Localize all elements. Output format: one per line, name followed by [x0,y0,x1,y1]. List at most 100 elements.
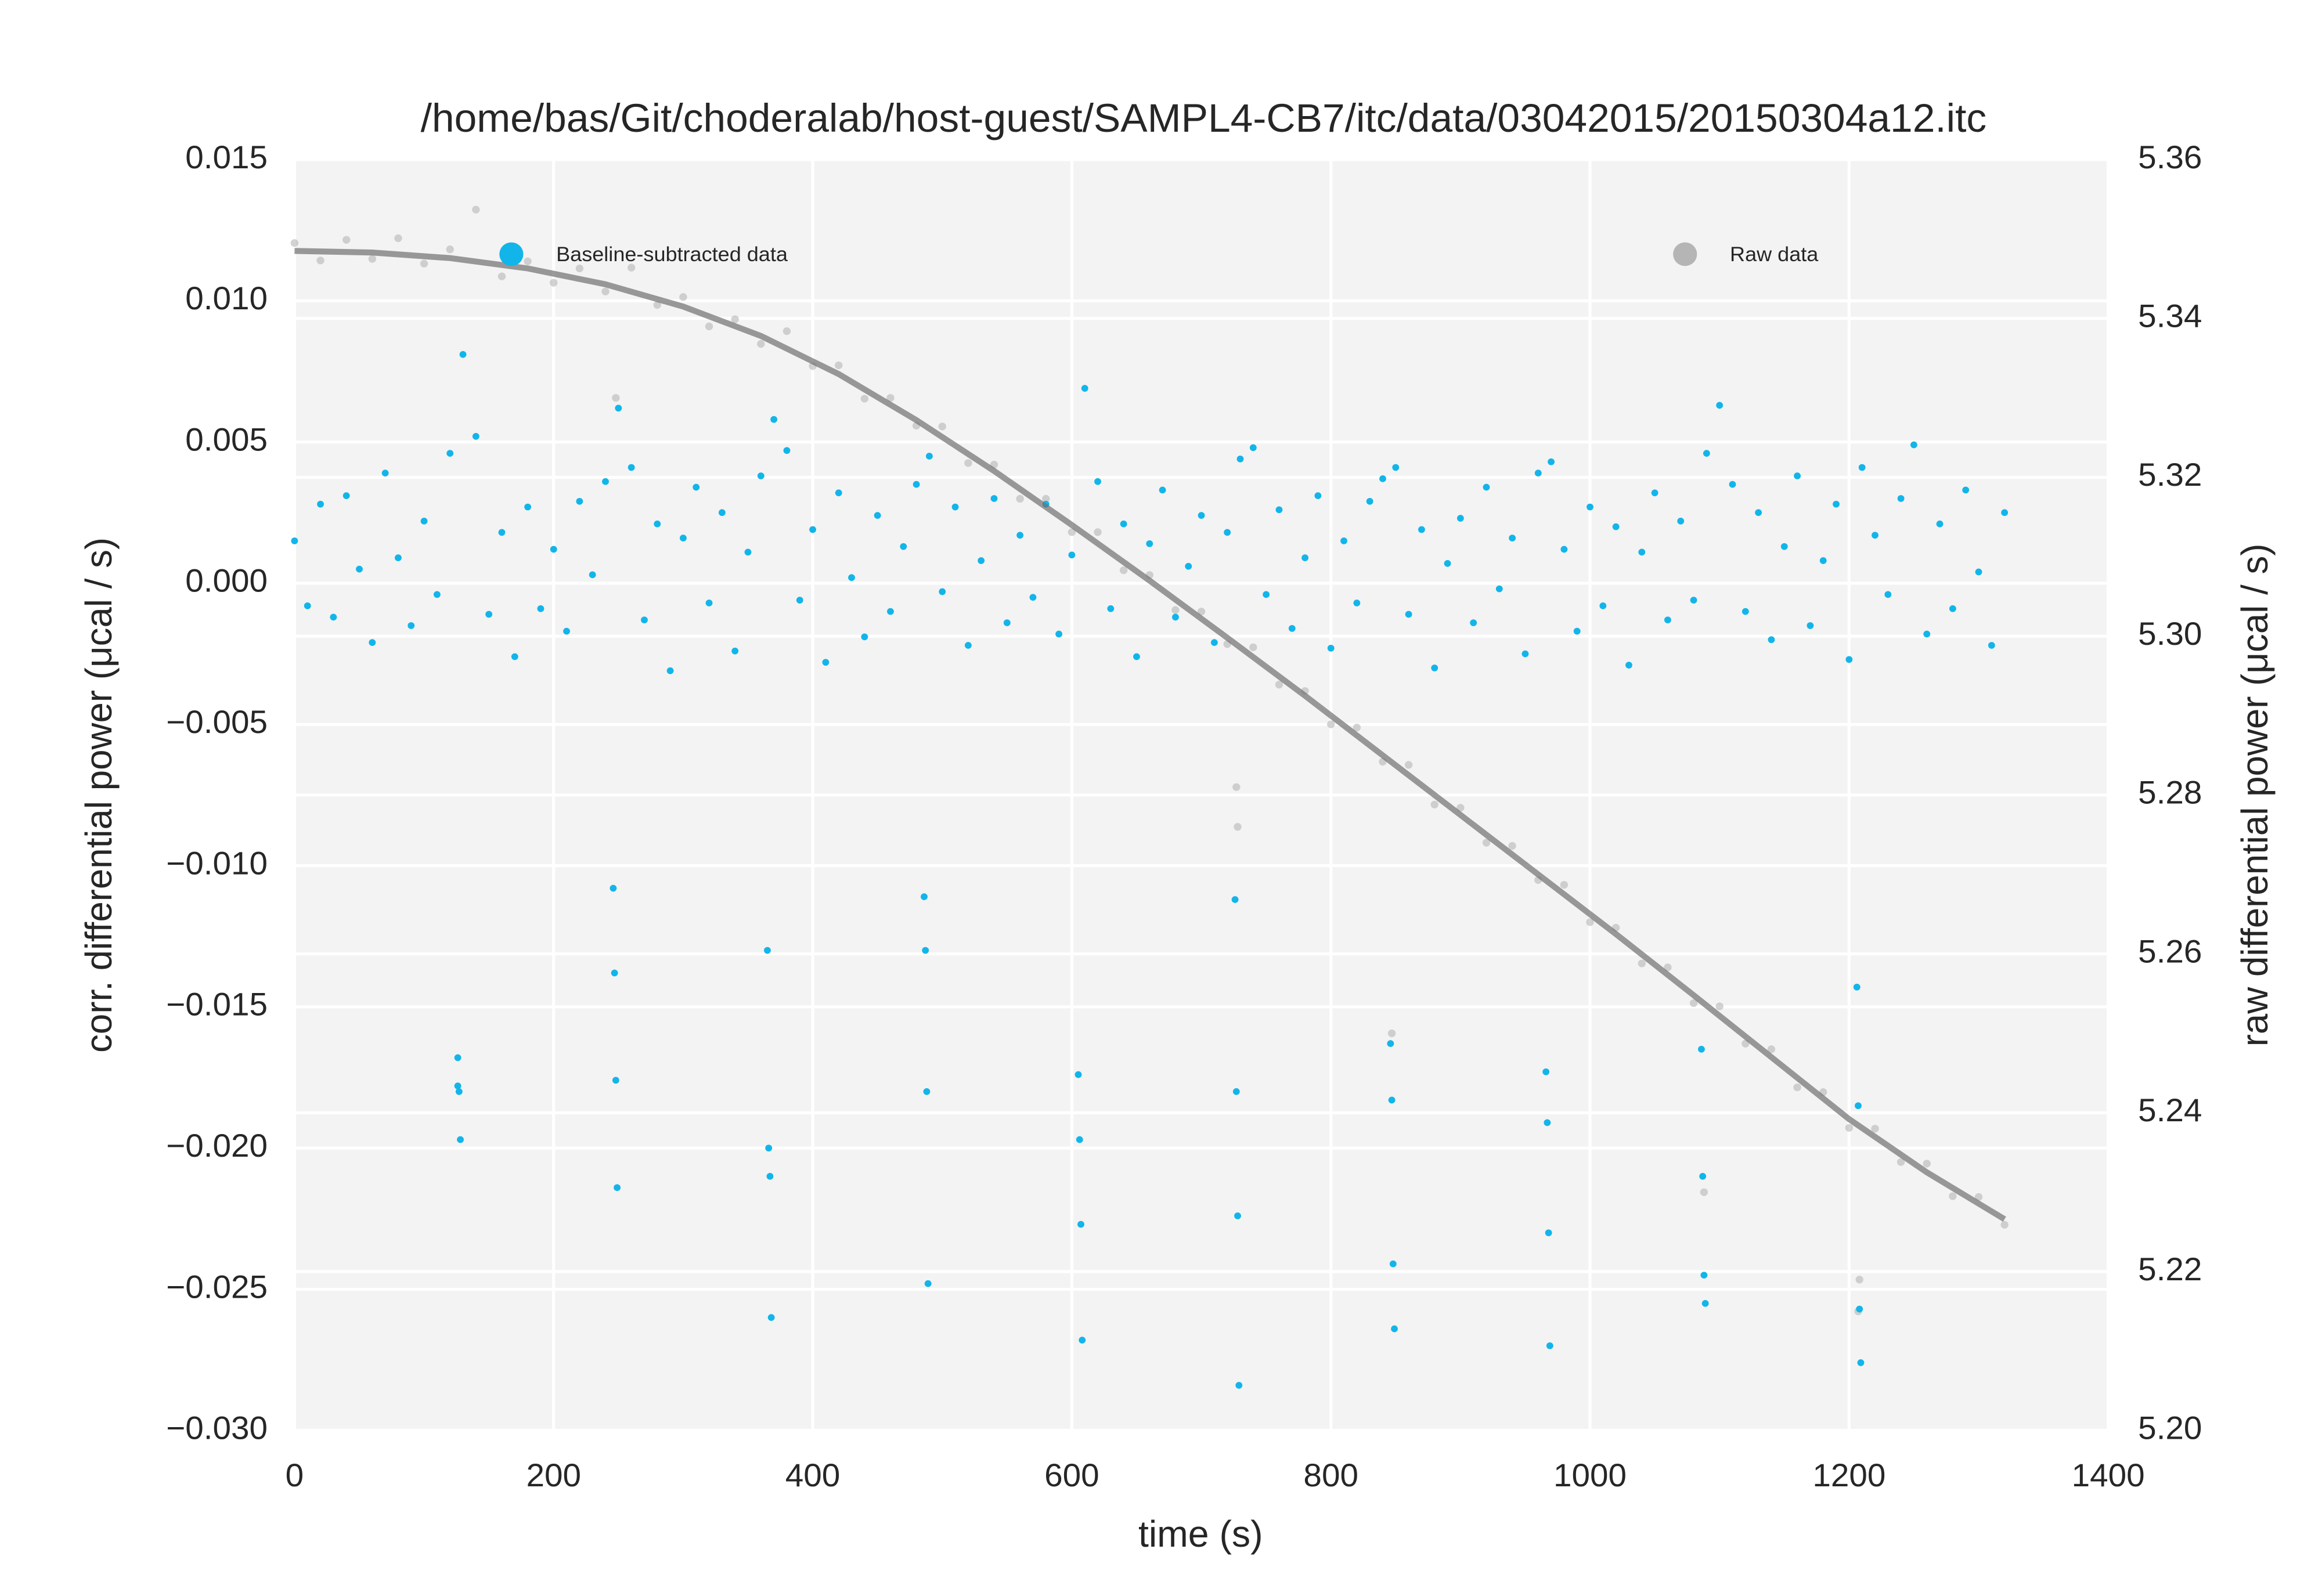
point [1853,983,1861,991]
y2-tick-label: 5.22 [2138,1251,2202,1287]
x-tick-label: 0 [286,1457,304,1493]
point [1263,591,1270,598]
x-tick-label: 1000 [1553,1457,1627,1493]
point [446,245,454,254]
point [731,647,739,655]
point [1546,1342,1553,1349]
point [1897,495,1905,502]
point [1482,839,1491,847]
point [1664,963,1672,972]
point [1133,653,1140,660]
point [563,627,570,635]
y2-tick-label: 5.32 [2138,457,2202,493]
point [744,548,752,556]
point [1042,494,1050,503]
x-tick-label: 1400 [2072,1457,2145,1493]
point [860,395,869,403]
point [886,393,895,402]
point [1055,630,1062,638]
point [1301,554,1308,561]
point [1171,606,1180,614]
point [1703,450,1710,457]
point [304,602,311,609]
point [921,893,928,900]
point [1677,518,1685,525]
point [1698,1046,1705,1053]
point [576,497,583,505]
point [1430,800,1438,808]
point [330,613,337,621]
point [395,554,402,561]
point [1327,720,1335,728]
point [770,416,778,423]
point [1404,761,1413,769]
point [550,546,557,553]
y2-tick-label: 5.30 [2138,615,2202,652]
fit-line [294,248,2006,1222]
x-tick-label: 1200 [1812,1457,1885,1493]
point [783,447,791,454]
point [1729,481,1736,488]
point [420,518,428,525]
point [1387,1040,1394,1047]
point [1560,880,1569,889]
point [1232,783,1241,791]
point [369,639,376,646]
point [1094,528,1102,536]
point [874,512,881,519]
point [834,361,843,370]
point [1690,597,1697,604]
point [472,433,479,440]
point [1699,1172,1707,1180]
point [511,653,518,660]
point [861,633,868,641]
point [705,600,713,606]
point [1231,896,1239,903]
point [1910,441,1917,449]
y-tick-label: −0.025 [166,1269,268,1305]
point [610,884,617,892]
point [1855,1102,1862,1110]
point [1327,645,1335,652]
point [498,529,506,536]
point [1857,1359,1865,1366]
point [1949,605,1956,612]
y-tick-label: 0.015 [185,139,268,175]
point [472,205,480,214]
point [1444,560,1451,567]
point [1146,540,1153,547]
point [2000,1221,2009,1229]
point [1793,1083,1801,1092]
point [848,574,855,582]
point [550,279,558,287]
point [1224,529,1231,536]
point [1988,642,1995,649]
point [1314,492,1322,499]
point [1807,622,1814,629]
point [1638,548,1646,556]
point [964,642,972,649]
point [705,322,713,331]
point [381,470,389,477]
point [356,565,363,573]
point [1962,486,1970,494]
y-tick-label: 0.005 [185,421,268,458]
x-axis-label: time (s) [1138,1513,1263,1555]
point [446,450,454,457]
point [612,1077,619,1084]
y-axis-label: corr. differential power (μcal / s) [78,537,120,1053]
series-points [291,351,2009,1389]
point [1508,842,1516,850]
point [2001,509,2009,517]
point [1896,1158,1905,1166]
y-tick-label: −0.030 [166,1410,268,1446]
point [1560,546,1568,553]
y2-tick-label: 5.28 [2138,774,2202,811]
point [1923,1160,1931,1168]
point [1340,537,1347,544]
point [1949,1192,1957,1200]
point [1767,1045,1776,1053]
point [1016,494,1024,503]
point [923,1088,931,1095]
